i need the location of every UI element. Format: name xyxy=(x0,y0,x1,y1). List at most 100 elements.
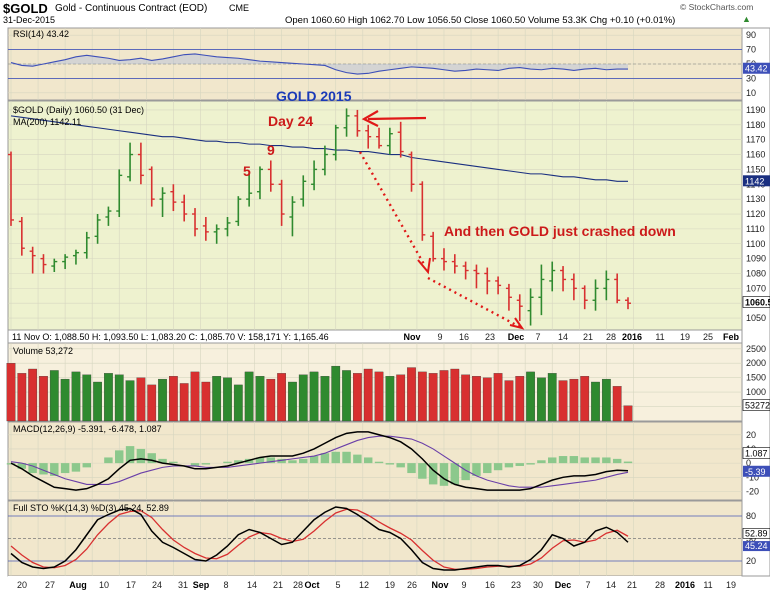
volume-bar xyxy=(288,381,297,422)
annotation-title: GOLD 2015 xyxy=(276,88,352,104)
macd-histogram-bar xyxy=(504,463,514,468)
price-x-tick-label: 7 xyxy=(535,332,540,342)
price-bar xyxy=(538,264,545,316)
crash-arrowhead-2 xyxy=(509,317,525,330)
macd-histogram-bar xyxy=(39,463,48,475)
volume-bar xyxy=(147,384,157,422)
macd-y-tick-label: 0 xyxy=(746,458,751,468)
volume-bar xyxy=(591,381,600,422)
x-axis-tick-label: Sep xyxy=(193,580,210,590)
price-x-tick-label: 16 xyxy=(459,332,469,342)
macd-histogram-bar xyxy=(580,457,589,464)
macd-histogram-bar xyxy=(385,463,395,465)
macd-histogram-bar xyxy=(483,463,492,474)
chart-header: $GOLD Gold - Continuous Contract (EOD) C… xyxy=(0,0,770,27)
sto-y-tick-label: 80 xyxy=(746,511,756,521)
macd-histogram-bar xyxy=(548,457,557,464)
x-axis-tick-label: 17 xyxy=(126,580,136,590)
ma200-line xyxy=(10,115,628,182)
price-bar xyxy=(18,216,25,256)
macd-hist-tag-bg xyxy=(742,447,770,459)
price-bar xyxy=(354,109,361,137)
price-bar xyxy=(278,179,285,226)
volume-bar xyxy=(353,373,362,422)
price-bar xyxy=(527,288,534,326)
price-bar xyxy=(137,142,144,185)
price-y-tick-label: 1080 xyxy=(746,268,766,278)
volume-bar xyxy=(104,373,113,422)
volume-bar xyxy=(417,371,427,422)
volume-bar xyxy=(190,371,200,422)
x-axis-tick-label: 11 xyxy=(703,580,712,590)
annotation-cycle-9: 9 xyxy=(267,142,275,158)
price-bar xyxy=(246,172,253,207)
volume-bar xyxy=(136,377,146,422)
price-bar xyxy=(376,127,383,149)
macd-histogram-bar xyxy=(277,458,286,464)
volume-bar xyxy=(342,370,351,422)
volume-label: Volume 53,272 xyxy=(13,346,73,356)
volume-bar xyxy=(320,376,330,422)
price-bar xyxy=(549,261,556,292)
price-bar xyxy=(29,246,36,274)
price-bar xyxy=(614,273,621,304)
volume-bar xyxy=(125,380,135,422)
price-bar xyxy=(419,181,426,241)
sto-k-tag: 45.24 xyxy=(745,541,768,551)
price-x-tick-label: Dec xyxy=(508,332,525,342)
macd-histogram-bar xyxy=(28,463,37,474)
volume-tag-bg xyxy=(742,399,770,411)
bottom-axis-strip xyxy=(8,576,742,590)
macd-histogram-bar xyxy=(266,457,276,464)
x-axis-tick-label: 23 xyxy=(511,580,521,590)
macd-histogram-bar xyxy=(623,461,633,464)
macd-label: MACD(12,26,9) -5.391, -6.478, 1.087 xyxy=(13,424,162,434)
macd-histogram-bar xyxy=(125,446,135,464)
volume-bar xyxy=(558,380,568,422)
macd-histogram-bar xyxy=(60,463,70,474)
volume-bar xyxy=(504,380,514,422)
macd-histogram-bar xyxy=(299,458,308,464)
volume-value-tag: 53272 xyxy=(745,401,770,411)
volume-bar xyxy=(363,368,373,422)
volume-bar xyxy=(6,363,16,422)
macd-histogram-bar xyxy=(353,454,362,464)
price-y-tick-label: 1150 xyxy=(746,164,765,174)
price-bar xyxy=(72,249,79,265)
x-axis-tick-label: Nov xyxy=(431,580,448,590)
price-y-tick-label: 1090 xyxy=(746,254,766,264)
crash-arrow-1 xyxy=(358,151,427,267)
up-arrow-icon: ▲ xyxy=(742,14,751,24)
sto-k-tag-bg xyxy=(743,541,770,552)
price-bar xyxy=(256,166,263,200)
macd-histogram-bar xyxy=(309,456,319,464)
price-bar xyxy=(560,266,567,292)
macd-histogram-bar xyxy=(158,458,167,464)
volume-bar xyxy=(482,377,492,422)
bar-info-readout: 11 Nov O: 1,088.50 H: 1,093.50 L: 1,083.… xyxy=(12,332,329,342)
price-tag-bg xyxy=(742,296,770,308)
x-axis-tick-label: 19 xyxy=(726,580,736,590)
price-x-tick-label: Nov xyxy=(403,332,420,342)
x-axis-tick-label: 30 xyxy=(533,580,543,590)
macd-histogram-bar xyxy=(418,463,427,479)
crash-arrowhead-1 xyxy=(417,257,431,275)
volume-bar xyxy=(439,370,449,422)
price-bar xyxy=(408,151,415,192)
price-bar xyxy=(581,285,588,310)
macd-histogram-bar xyxy=(363,457,373,464)
macd-histogram-bar xyxy=(255,457,265,464)
rsi-y-tick-label: 30 xyxy=(746,73,756,83)
price-bar xyxy=(440,248,447,271)
macd-histogram-bar xyxy=(115,450,124,464)
price-bar xyxy=(462,261,469,280)
volume-y-tick-label: 1000 xyxy=(746,387,766,397)
annotation-arrow-line xyxy=(367,116,427,121)
price-bar xyxy=(105,206,112,226)
price-bar xyxy=(570,273,577,301)
price-y-tick-label: 1180 xyxy=(746,120,765,130)
price-x-tick-label: 2016 xyxy=(622,332,642,342)
macd-histogram-bar xyxy=(493,463,503,471)
price-bar xyxy=(603,270,610,301)
